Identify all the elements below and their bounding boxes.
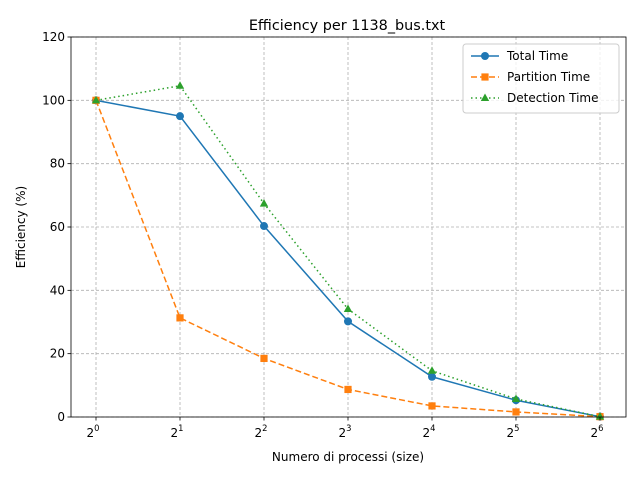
- legend-label-total-time: Total Time: [506, 49, 568, 63]
- x-tick-base: 2: [255, 426, 263, 440]
- data-point-detection-time: [259, 199, 269, 207]
- data-point-detection-time: [91, 95, 101, 104]
- x-tick-exponent: 5: [514, 423, 519, 433]
- y-tick-label: 0: [57, 410, 65, 424]
- x-axis-label: Numero di processi (size): [272, 450, 424, 464]
- series-detection-time: [91, 81, 605, 420]
- x-axis: 20 21 22 23 24 25 26: [87, 417, 604, 440]
- x-tick-base: 2: [423, 426, 431, 440]
- y-axis: 0 20 40 60 80 100 120: [42, 30, 71, 424]
- data-point-total-time: [176, 112, 184, 121]
- x-tick-exponent: 0: [94, 423, 99, 433]
- x-tick-label: 21: [171, 423, 184, 440]
- y-tick-label: 20: [50, 347, 65, 361]
- y-axis-label: Efficiency (%): [14, 186, 28, 268]
- data-point-detection-time: [427, 366, 437, 374]
- x-tick-label: 23: [339, 423, 352, 440]
- data-point-detection-time: [595, 412, 605, 420]
- data-point-total-time: [260, 222, 268, 231]
- legend-box: [462, 43, 620, 114]
- data-point-partition-time: [344, 385, 352, 394]
- x-tick-base: 2: [507, 426, 515, 440]
- data-point-partition-time: [260, 354, 268, 363]
- x-tick-base: 2: [591, 426, 599, 440]
- x-tick-base: 2: [171, 426, 179, 440]
- data-point-partition-time: [512, 408, 520, 416]
- x-tick-exponent: 2: [262, 423, 267, 433]
- x-tick-label: 22: [255, 423, 268, 440]
- data-point-total-time: [344, 317, 352, 326]
- x-tick-label: 24: [423, 423, 436, 440]
- data-point-detection-time: [511, 394, 521, 402]
- legend-marker-detection-time: [480, 93, 490, 101]
- x-tick-exponent: 4: [430, 423, 435, 433]
- x-tick-exponent: 3: [346, 423, 351, 433]
- legend-label-partition-time: Partition Time: [507, 70, 590, 84]
- data-point-total-time: [428, 372, 436, 381]
- y-tick-label: 80: [50, 157, 65, 171]
- data-point-detection-time: [175, 81, 185, 89]
- y-tick-label: 100: [42, 93, 65, 107]
- x-tick-base: 2: [339, 426, 347, 440]
- x-tick-exponent: 1: [178, 423, 183, 433]
- x-tick-label: 20: [87, 423, 100, 440]
- data-point-partition-time: [176, 314, 184, 322]
- legend: Total Time Partition Time Detection Time: [462, 43, 620, 114]
- x-tick-label: 25: [507, 423, 520, 440]
- x-tick-label: 26: [591, 423, 604, 440]
- y-tick-label: 60: [50, 220, 65, 234]
- data-point-detection-time: [343, 304, 353, 313]
- data-point-partition-time: [428, 402, 436, 410]
- y-tick-label: 120: [42, 30, 65, 44]
- chart-title: Efficiency per 1138_bus.txt: [249, 18, 446, 34]
- legend-label-detection-time: Detection Time: [507, 91, 598, 105]
- x-tick-base: 2: [87, 426, 95, 440]
- y-tick-label: 40: [50, 283, 65, 297]
- x-tick-exponent: 6: [598, 423, 603, 433]
- legend-marker-total-time: [481, 52, 489, 60]
- legend-marker-partition-time: [481, 73, 489, 81]
